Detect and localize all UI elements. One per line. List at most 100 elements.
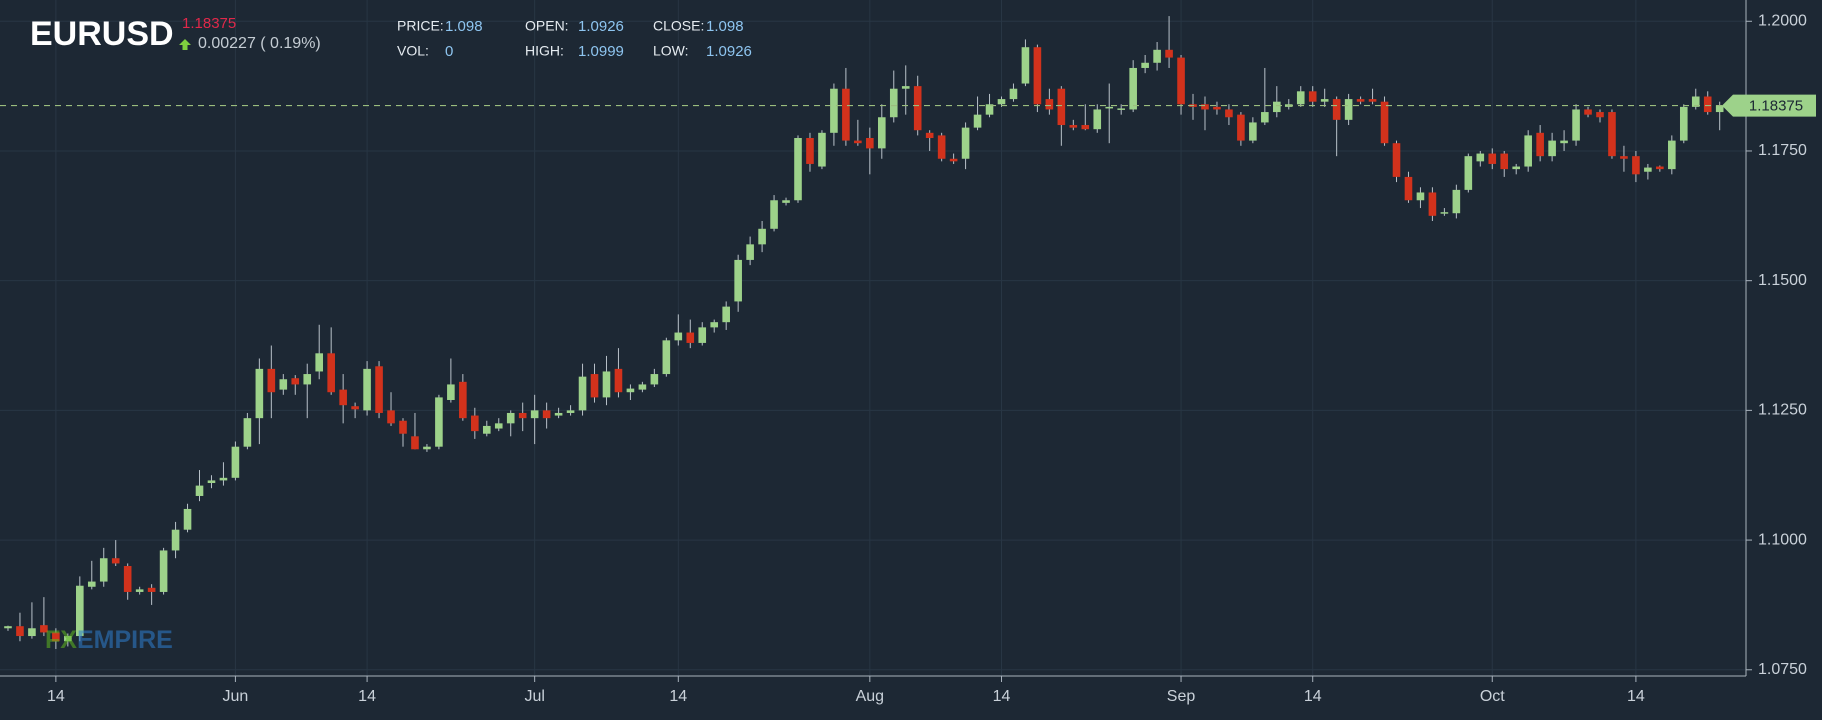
candle-body xyxy=(1428,192,1437,216)
candle-body xyxy=(1129,67,1137,110)
candle-body xyxy=(135,589,144,592)
candle-body xyxy=(913,86,922,131)
candle-body xyxy=(16,626,24,637)
candle-body xyxy=(794,138,802,201)
up-arrow xyxy=(179,39,191,50)
candle-body xyxy=(710,322,719,328)
candle-body xyxy=(925,132,934,139)
candle-body xyxy=(542,410,551,419)
candle-body xyxy=(291,378,300,385)
candle-body xyxy=(494,423,503,429)
candle-body xyxy=(1093,109,1102,130)
candle-body xyxy=(686,332,695,343)
candle-body xyxy=(1320,99,1329,102)
candle-body xyxy=(1344,99,1353,120)
candle-body xyxy=(1057,88,1066,126)
candle-body xyxy=(4,626,12,629)
candle-body xyxy=(806,138,814,164)
candle-body xyxy=(997,99,1006,105)
candle-body xyxy=(830,88,838,133)
candle-body xyxy=(231,446,240,478)
candle-body xyxy=(1500,153,1509,170)
candle-body xyxy=(1273,101,1281,113)
candle-body xyxy=(1153,49,1161,63)
candle-body xyxy=(985,104,994,115)
candle-body xyxy=(1308,91,1317,102)
x-tick-label: 14 xyxy=(1627,688,1645,705)
candle-body xyxy=(243,418,252,447)
stat-label: CLOSE: xyxy=(653,18,704,34)
candle-body xyxy=(219,477,228,481)
candle-body xyxy=(1356,99,1365,102)
candle-body xyxy=(818,132,826,167)
candle-body xyxy=(147,587,156,592)
candle-body xyxy=(399,420,407,434)
candle-body xyxy=(1009,88,1018,100)
candle-body xyxy=(1045,99,1054,110)
candle-body xyxy=(961,127,970,159)
candle-body xyxy=(315,353,324,372)
candle-body xyxy=(566,410,575,413)
candle-body xyxy=(482,425,491,434)
candle-body xyxy=(578,376,587,411)
candle-body xyxy=(1536,132,1544,157)
candle-body xyxy=(782,200,790,203)
candle-body xyxy=(123,566,132,592)
stat-value: 1.0999 xyxy=(578,43,624,60)
candle-body xyxy=(99,558,108,582)
candle-body xyxy=(1584,109,1592,115)
candle-body xyxy=(590,374,599,398)
x-tick-label: 14 xyxy=(47,688,65,705)
candle-body xyxy=(1404,176,1413,201)
x-tick-label: 14 xyxy=(1304,688,1322,705)
candle-body xyxy=(638,384,647,390)
last-price-badge-label: 1.18375 xyxy=(1749,98,1803,115)
candle-body xyxy=(183,508,192,530)
candle-body xyxy=(411,436,419,450)
candle-body xyxy=(1715,105,1724,113)
candle-body xyxy=(1165,49,1173,58)
watermark-empire: EMPIRE xyxy=(77,626,173,654)
stat-label: VOL: xyxy=(397,43,429,59)
candle-body xyxy=(1488,153,1497,164)
candle-body xyxy=(1632,156,1640,175)
x-tick-label: Aug xyxy=(856,688,884,705)
x-tick-label: Jun xyxy=(223,688,249,705)
candle-body xyxy=(351,406,359,410)
candle-body xyxy=(530,410,539,419)
candle-body xyxy=(159,550,168,592)
candle-body xyxy=(1225,109,1233,118)
candle-body xyxy=(746,244,754,260)
candle-body xyxy=(722,306,730,323)
candle-body xyxy=(674,332,683,341)
stat-value: 1.098 xyxy=(445,18,483,35)
candle-body xyxy=(1117,108,1125,110)
candle-body xyxy=(901,86,910,89)
candle-body xyxy=(111,558,120,564)
candle-body xyxy=(949,158,958,162)
candle-body xyxy=(770,200,778,229)
x-tick-label: Oct xyxy=(1480,688,1505,705)
y-tick-label: 1.1750 xyxy=(1758,142,1807,159)
candle-body xyxy=(303,374,312,385)
candle-body xyxy=(1620,156,1628,159)
candle-body xyxy=(842,88,850,141)
candle-body xyxy=(1069,125,1078,128)
x-tick-label: 14 xyxy=(358,688,376,705)
y-tick-label: 1.1250 xyxy=(1758,402,1807,419)
candle-body xyxy=(554,412,563,416)
candle-body xyxy=(1332,99,1341,120)
candle-body xyxy=(279,379,288,390)
candle-body xyxy=(1296,91,1305,105)
candle-body xyxy=(506,412,515,424)
candle-body xyxy=(195,485,204,496)
candle-body xyxy=(866,138,874,149)
candle-body xyxy=(1440,212,1449,214)
stat-label: OPEN: xyxy=(525,18,569,34)
y-tick-label: 1.0750 xyxy=(1758,661,1807,678)
candle-body xyxy=(76,585,84,637)
candle-body xyxy=(1452,189,1461,214)
candle-body xyxy=(698,327,707,343)
